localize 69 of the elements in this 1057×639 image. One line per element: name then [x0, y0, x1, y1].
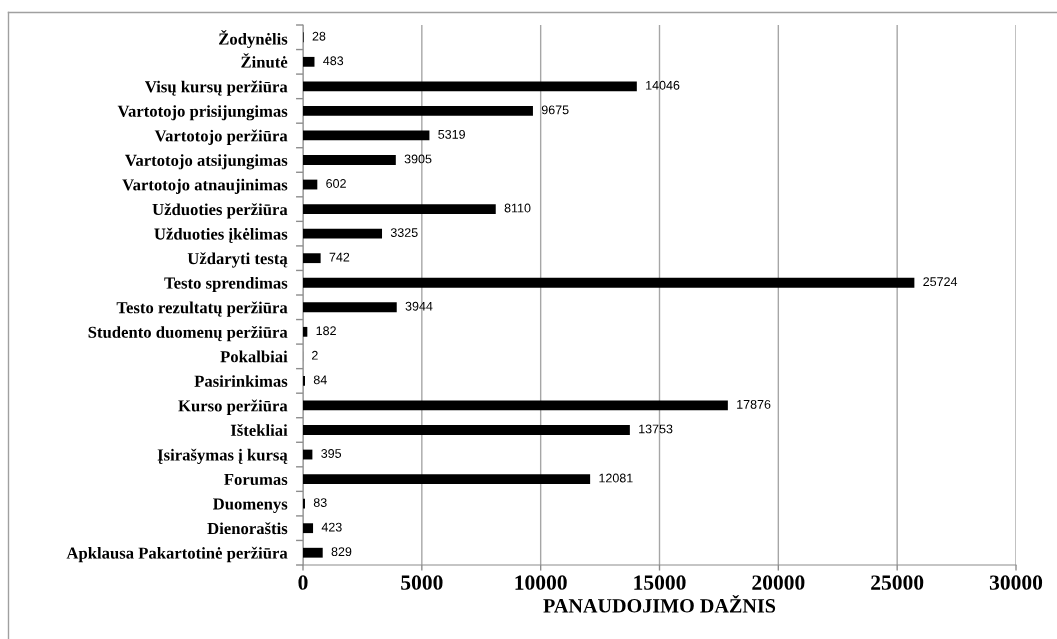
x-tick-label: 10000: [515, 575, 567, 590]
data-label: 3944: [405, 301, 433, 311]
data-label: 182: [316, 326, 336, 336]
bar: [303, 474, 591, 484]
data-label: 12081: [599, 473, 633, 483]
bar: [303, 204, 496, 214]
data-label: 13753: [639, 424, 673, 434]
x-tick-label: 5000: [401, 575, 443, 590]
data-label: 742: [329, 252, 350, 262]
bar: [303, 425, 630, 435]
bar: [303, 326, 308, 337]
data-label: 9675: [541, 105, 569, 115]
data-label: 84: [313, 375, 327, 385]
y-tick-label: Kurso peržiūra: [178, 399, 288, 415]
data-label: 483: [323, 56, 344, 66]
x-tick-label: 0: [298, 575, 308, 590]
bar: [303, 302, 397, 313]
bar: [303, 81, 637, 92]
bar: [303, 155, 396, 165]
data-label: 829: [331, 547, 352, 557]
y-tick-label: Uždaryti testą: [187, 252, 288, 268]
data-label: 602: [326, 179, 346, 188]
y-tick-label: Įsirašymas į kursą: [157, 448, 288, 465]
x-tick-label: 30000: [989, 575, 1043, 590]
data-label: 2: [312, 350, 318, 360]
data-label: 14046: [646, 80, 680, 90]
data-label: 5319: [438, 129, 465, 139]
y-tick-label: Pasirinkimas: [194, 375, 288, 387]
y-tick-label: Duomenys: [213, 498, 288, 513]
data-label: 423: [321, 522, 342, 532]
bar: [303, 106, 533, 116]
y-tick-label: Studento duomenų peržiūra: [88, 325, 288, 342]
bar: [303, 130, 430, 141]
y-tick-label: Žodynėlis: [219, 30, 288, 49]
x-axis-title: PANAUDOJIMO DAŽNIS: [543, 594, 776, 613]
y-tick-label: Vartotojo peržiūra: [154, 129, 288, 145]
data-label: 3905: [404, 154, 432, 164]
bar: [303, 547, 323, 558]
x-tick-label: 15000: [634, 575, 686, 590]
y-tick-label: Apklausa Pakartotinė peržiūra: [66, 546, 288, 563]
data-label: 17876: [737, 399, 771, 409]
data-label: 3325: [390, 228, 418, 237]
x-tick-label: 25000: [871, 575, 924, 590]
y-tick-label: Forumas: [224, 473, 288, 486]
data-label: 395: [321, 449, 342, 458]
y-tick-label: Visų kursų peržiūra: [145, 80, 288, 96]
data-label: 25724: [923, 277, 958, 287]
y-tick-label: Vartotojo atnaujinimas: [122, 178, 288, 194]
bar: [303, 400, 728, 411]
x-tick-label: 20000: [752, 575, 805, 590]
y-tick-label: Vartotojo prisijungimas: [117, 105, 288, 121]
bar: [303, 523, 314, 534]
data-label: 83: [313, 498, 327, 507]
y-tick-label: Pokalbiai: [220, 350, 288, 363]
data-label: 28: [312, 31, 326, 41]
data-label: 8110: [504, 203, 531, 213]
bar: [303, 253, 321, 264]
y-tick-label: Žinutė: [241, 53, 288, 68]
y-tick-label: Užduoties įkėlimas: [154, 227, 288, 243]
bar: [303, 228, 383, 239]
bar: [303, 277, 915, 288]
y-tick-label: Užduoties peržiūra: [152, 203, 288, 219]
y-tick-label: Ištekliai: [230, 424, 288, 436]
y-tick-label: Dienoraštis: [207, 522, 288, 535]
bar: [303, 179, 318, 190]
y-tick-label: Testo sprendimas: [164, 276, 288, 293]
y-tick-label: Testo rezultatų peržiūra: [116, 301, 288, 317]
bar: [303, 56, 315, 67]
y-tick-label: Vartotojo atsijungimas: [125, 154, 288, 170]
